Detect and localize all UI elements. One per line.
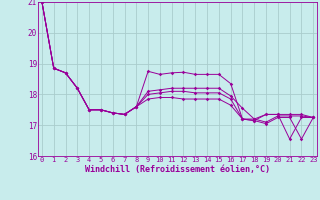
X-axis label: Windchill (Refroidissement éolien,°C): Windchill (Refroidissement éolien,°C) <box>85 165 270 174</box>
